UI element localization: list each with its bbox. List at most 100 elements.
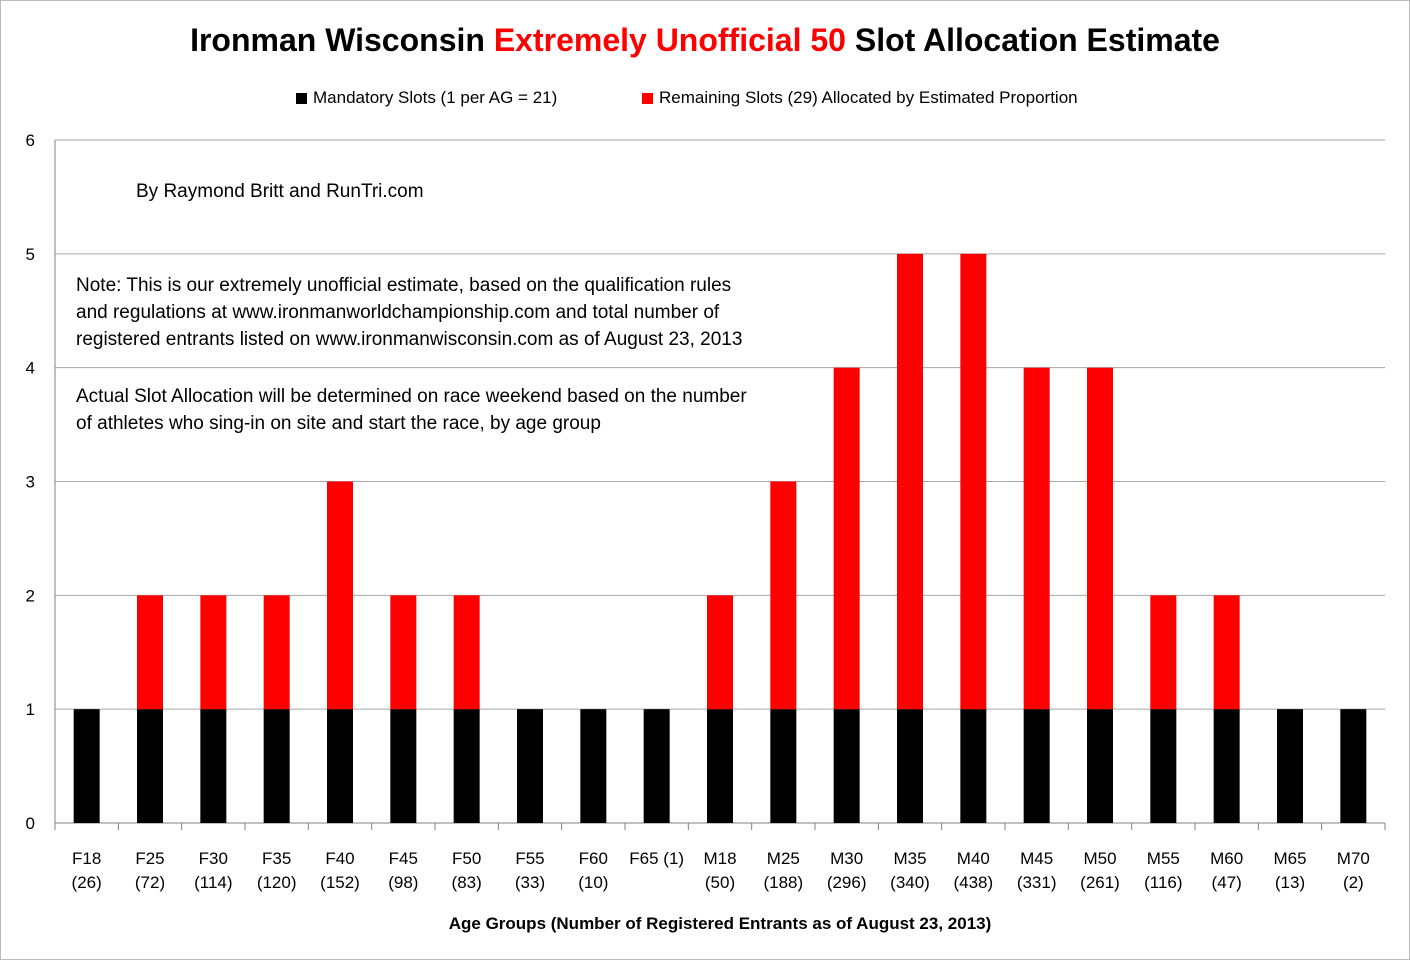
x-tick-label-group: F60 [579,849,608,868]
x-tick-label-group: F30 [199,849,228,868]
x-tick-label-entrants: (98) [388,873,418,892]
byline-annotation: By Raymond Britt and RunTri.com [136,178,424,205]
bar-mandatory-f25 [137,709,163,823]
x-tick-label-entrants: (188) [763,873,803,892]
bar-mandatory-f18 [73,709,100,823]
bar-remaining-m55 [1150,595,1177,710]
bar-mandatory-f60 [580,709,607,823]
bar-mandatory-m50 [1087,709,1113,823]
legend-item-remaining: Remaining Slots (29) Allocated by Estima… [642,88,1078,108]
bar-remaining-m40 [960,253,987,710]
x-tick-label-group: M60 [1210,849,1243,868]
x-tick-label-group: M25 [767,849,800,868]
bar-mandatory-f45 [390,709,417,823]
bar-mandatory-m18 [707,709,733,823]
y-tick-label-5: 5 [26,245,35,264]
x-tick-label-group: F65 (1) [629,849,684,868]
x-tick-label-group: F18 [72,849,101,868]
x-tick-label-entrants: (83) [452,873,482,892]
x-tick-label-group: M50 [1083,849,1116,868]
x-tick-label-group: M40 [957,849,990,868]
bar-remaining-f40 [327,481,353,710]
bar-remaining-m60 [1213,595,1240,710]
bar-mandatory-f35 [263,709,290,823]
x-tick-label-group: F35 [262,849,291,868]
y-tick-label-4: 4 [26,359,35,378]
bar-remaining-f35 [263,595,290,710]
x-tick-label-group: M55 [1147,849,1180,868]
title-part-1: Ironman Wisconsin [190,22,494,58]
x-tick-label-entrants: (116) [1144,873,1182,892]
chart-title: Ironman Wisconsin Extremely Unofficial 5… [0,22,1410,59]
bar-remaining-m50 [1087,367,1113,710]
x-tick-label-entrants: (33) [515,873,545,892]
x-tick-label-entrants: (340) [890,873,930,892]
legend-label-remaining: Remaining Slots (29) Allocated by Estima… [659,88,1078,107]
bar-remaining-m45 [1023,367,1050,710]
bar-mandatory-m45 [1023,709,1050,823]
bar-mandatory-m35 [897,709,923,823]
x-tick-label-group: F40 [325,849,354,868]
bar-mandatory-m65 [1277,709,1303,823]
x-tick-label-entrants: (26) [72,873,102,892]
title-part-2-highlight: Extremely Unofficial 50 [493,22,846,58]
bar-mandatory-m30 [833,709,860,823]
bar-mandatory-m55 [1150,709,1177,823]
y-tick-label-2: 2 [26,586,35,605]
x-tick-label-entrants: (331) [1017,873,1057,892]
bar-remaining-f45 [390,595,417,710]
legend-item-mandatory: Mandatory Slots (1 per AG = 21) [296,88,557,108]
bar-mandatory-f30 [200,709,227,823]
x-tick-label-group: M65 [1273,849,1306,868]
x-tick-label-entrants: (261) [1080,873,1120,892]
bar-remaining-f30 [200,595,227,710]
y-tick-label-0: 0 [26,814,35,833]
y-tick-label-3: 3 [26,473,35,492]
note-line-1: Note: This is our extremely unofficial e… [76,275,732,296]
bar-mandatory-m25 [770,709,797,823]
legend-swatch-remaining [642,92,653,104]
bar-remaining-m30 [833,367,860,710]
y-tick-label-6: 6 [26,131,35,150]
x-tick-label-group: F50 [452,849,481,868]
bar-remaining-m25 [770,481,797,710]
legend-label-mandatory: Mandatory Slots (1 per AG = 21) [313,88,558,107]
bar-mandatory-m40 [960,709,987,823]
bar-remaining-f25 [137,595,163,710]
title-part-3: Slot Allocation Estimate [845,22,1220,58]
x-axis-label: Age Groups (Number of Registered Entrant… [449,914,992,933]
x-tick-label-entrants: (296) [827,873,867,892]
x-tick-label-group: F55 [515,849,544,868]
bar-mandatory-f55 [517,709,543,823]
actual-line-1: Actual Slot Allocation will be determine… [76,386,747,407]
x-tick-label-group: M70 [1337,849,1370,868]
x-tick-label-entrants: (47) [1212,873,1242,892]
bar-mandatory-f65 [643,709,670,823]
x-tick-label-entrants: (50) [705,873,735,892]
x-tick-label-entrants: (114) [194,873,232,892]
x-tick-label-group: M35 [893,849,926,868]
x-tick-label-entrants: (2) [1343,873,1364,892]
x-tick-label-group: F45 [389,849,418,868]
note-annotation: Note: This is our extremely unofficial e… [76,272,742,353]
bar-mandatory-f50 [453,709,480,823]
note-line-3: registered entrants listed on www.ironma… [76,329,743,350]
x-tick-label-group: F25 [135,849,164,868]
legend-swatch-mandatory [296,92,307,104]
bar-remaining-m18 [707,595,733,710]
x-tick-label-entrants: (120) [257,873,297,892]
x-tick-label-group: M18 [703,849,736,868]
bar-remaining-m35 [897,253,923,710]
note-line-2: and regulations at www.ironmanworldchamp… [76,302,720,323]
y-tick-label-1: 1 [26,700,35,719]
x-tick-label-entrants: (10) [578,873,608,892]
bar-mandatory-m70 [1340,709,1367,823]
bar-remaining-f50 [453,595,480,710]
x-tick-label-entrants: (438) [953,873,993,892]
x-tick-label-entrants: (152) [320,873,360,892]
x-tick-label-group: M30 [830,849,863,868]
actual-allocation-annotation: Actual Slot Allocation will be determine… [76,383,747,437]
byline-text: By Raymond Britt and RunTri.com [136,181,424,202]
actual-line-2: of athletes who sing-in on site and star… [76,413,601,434]
